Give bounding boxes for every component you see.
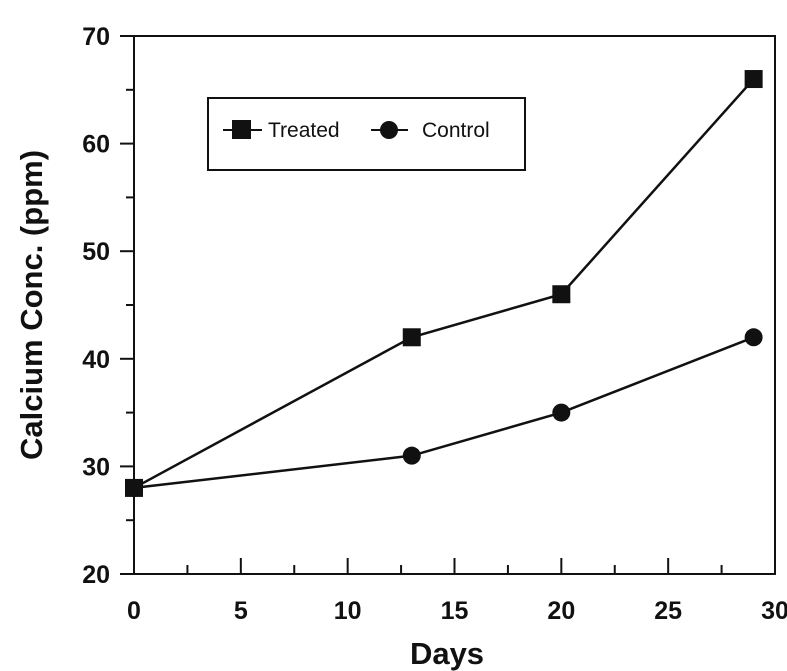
legend-treated-marker [232, 120, 251, 139]
tick-marks [120, 35, 776, 575]
x-tick-label: 20 [547, 597, 575, 625]
y-tick-label: 30 [82, 453, 110, 481]
y-tick-label: 60 [82, 131, 110, 159]
treated-point [402, 328, 421, 347]
x-tick-label: 10 [334, 597, 362, 625]
control-series-line [133, 336, 755, 490]
legend-control-marker [380, 121, 398, 139]
x-tick-label: 15 [441, 597, 469, 625]
y-tick-labels: 20 30 40 50 60 70 [82, 23, 110, 589]
x-tick-label: 0 [127, 597, 141, 625]
y-tick-label: 20 [82, 561, 110, 589]
x-axis-title: Days [410, 636, 484, 671]
treated-series-line [133, 78, 755, 490]
legend-box [207, 97, 526, 171]
treated-point [744, 70, 763, 89]
legend-control-label: Control [422, 119, 490, 142]
control-point [552, 403, 571, 422]
x-tick-labels: 0 5 10 15 20 25 30 [127, 597, 787, 625]
x-tick-label: 5 [234, 597, 248, 625]
x-tick-label: 25 [654, 597, 682, 625]
control-point [125, 478, 143, 497]
x-tick-label: 30 [761, 597, 787, 625]
y-axis-title: Calcium Conc. (ppm) [14, 150, 49, 460]
legend: Treated Control [207, 97, 526, 171]
treated-point [552, 285, 571, 304]
legend-treated-label: Treated [268, 119, 340, 142]
series-layer [125, 70, 763, 497]
control-point [744, 328, 763, 347]
y-tick-label: 70 [82, 23, 110, 51]
y-tick-label: 40 [82, 346, 110, 374]
control-point [402, 446, 421, 465]
y-tick-label: 50 [82, 238, 110, 266]
